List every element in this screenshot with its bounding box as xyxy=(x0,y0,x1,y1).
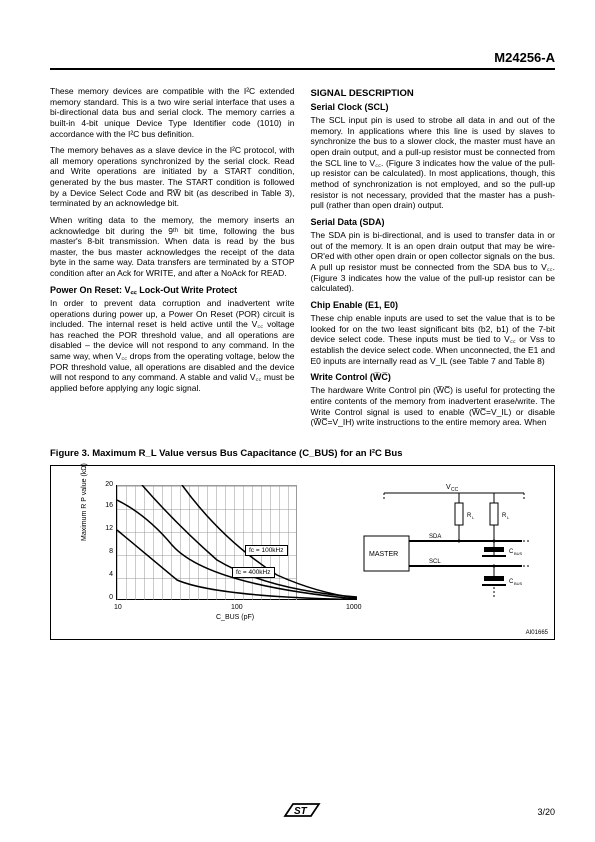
figure-caption: Figure 3. Maximum R_L Value versus Bus C… xyxy=(50,448,555,459)
para: When writing data to the memory, the mem… xyxy=(50,215,295,279)
para: The SDA pin is bi-directional, and is us… xyxy=(311,230,556,294)
sub-heading: Serial Clock (SCL) xyxy=(311,102,556,113)
x-axis-label: C_BUS (pF) xyxy=(216,614,254,621)
para: The SCL input pin is used to strobe all … xyxy=(311,115,556,211)
body-columns: These memory devices are compatible with… xyxy=(50,86,555,434)
ytick: 0 xyxy=(103,594,113,601)
xtick: 100 xyxy=(231,604,243,611)
chart-axes: fc = 100kHz fc = 400kHz xyxy=(116,485,356,600)
curve-annotation: fc = 400kHz xyxy=(232,567,275,578)
para: These chip enable inputs are used to set… xyxy=(311,313,556,366)
st-logo-icon: ST xyxy=(283,801,323,823)
sub-heading: Serial Data (SDA) xyxy=(311,217,556,228)
page-frame: M24256-A These memory devices are compat… xyxy=(50,50,555,782)
para: In order to prevent data corruption and … xyxy=(50,298,295,394)
para: The memory behaves as a slave device in … xyxy=(50,145,295,209)
svg-text:BUS: BUS xyxy=(514,551,523,556)
section-heading: SIGNAL DESCRIPTION xyxy=(311,88,556,100)
page-header: M24256-A xyxy=(50,50,555,70)
ytick: 4 xyxy=(103,571,113,578)
svg-text:BUS: BUS xyxy=(514,581,523,586)
ytick: 20 xyxy=(103,481,113,488)
page-footer: ST 3/20 xyxy=(50,807,555,817)
para: The hardware Write Control pin (W̅C̅) is… xyxy=(311,385,556,428)
chart-area: Maximum R P value (kΩ) C_BUS (pF) 0 4 8 … xyxy=(81,481,371,621)
section-heading: Power On Reset: V꜀꜀ Lock-Out Write Prote… xyxy=(50,285,295,296)
svg-text:L: L xyxy=(472,515,475,520)
ytick: 12 xyxy=(103,525,113,532)
ytick: 8 xyxy=(103,548,113,555)
left-column: These memory devices are compatible with… xyxy=(50,86,295,434)
figure-box: Maximum R P value (kΩ) C_BUS (pF) 0 4 8 … xyxy=(50,465,555,640)
svg-text:SDA: SDA xyxy=(429,534,441,540)
svg-text:MASTER: MASTER xyxy=(369,551,398,558)
svg-text:L: L xyxy=(507,515,510,520)
para: These memory devices are compatible with… xyxy=(50,86,295,139)
curve-annotation: fc = 100kHz xyxy=(245,545,288,556)
part-number: M24256-A xyxy=(494,50,555,65)
sub-heading: Write Control (W̅C̅) xyxy=(311,372,556,383)
figure-ref: AI01665 xyxy=(526,630,548,636)
chart-grid xyxy=(117,485,297,600)
page-number: 3/20 xyxy=(537,807,555,817)
sub-heading: Chip Enable (E1, E0) xyxy=(311,300,556,311)
circuit-diagram: V CC RL RL SDA SCL xyxy=(354,481,534,626)
y-axis-label: Maximum R P value (kΩ) xyxy=(81,463,88,541)
right-column: SIGNAL DESCRIPTION Serial Clock (SCL) Th… xyxy=(311,86,556,434)
xtick: 10 xyxy=(114,604,122,611)
svg-text:SCL: SCL xyxy=(429,559,441,565)
svg-text:CC: CC xyxy=(451,487,459,493)
svg-text:ST: ST xyxy=(294,806,308,817)
ytick: 16 xyxy=(103,502,113,509)
